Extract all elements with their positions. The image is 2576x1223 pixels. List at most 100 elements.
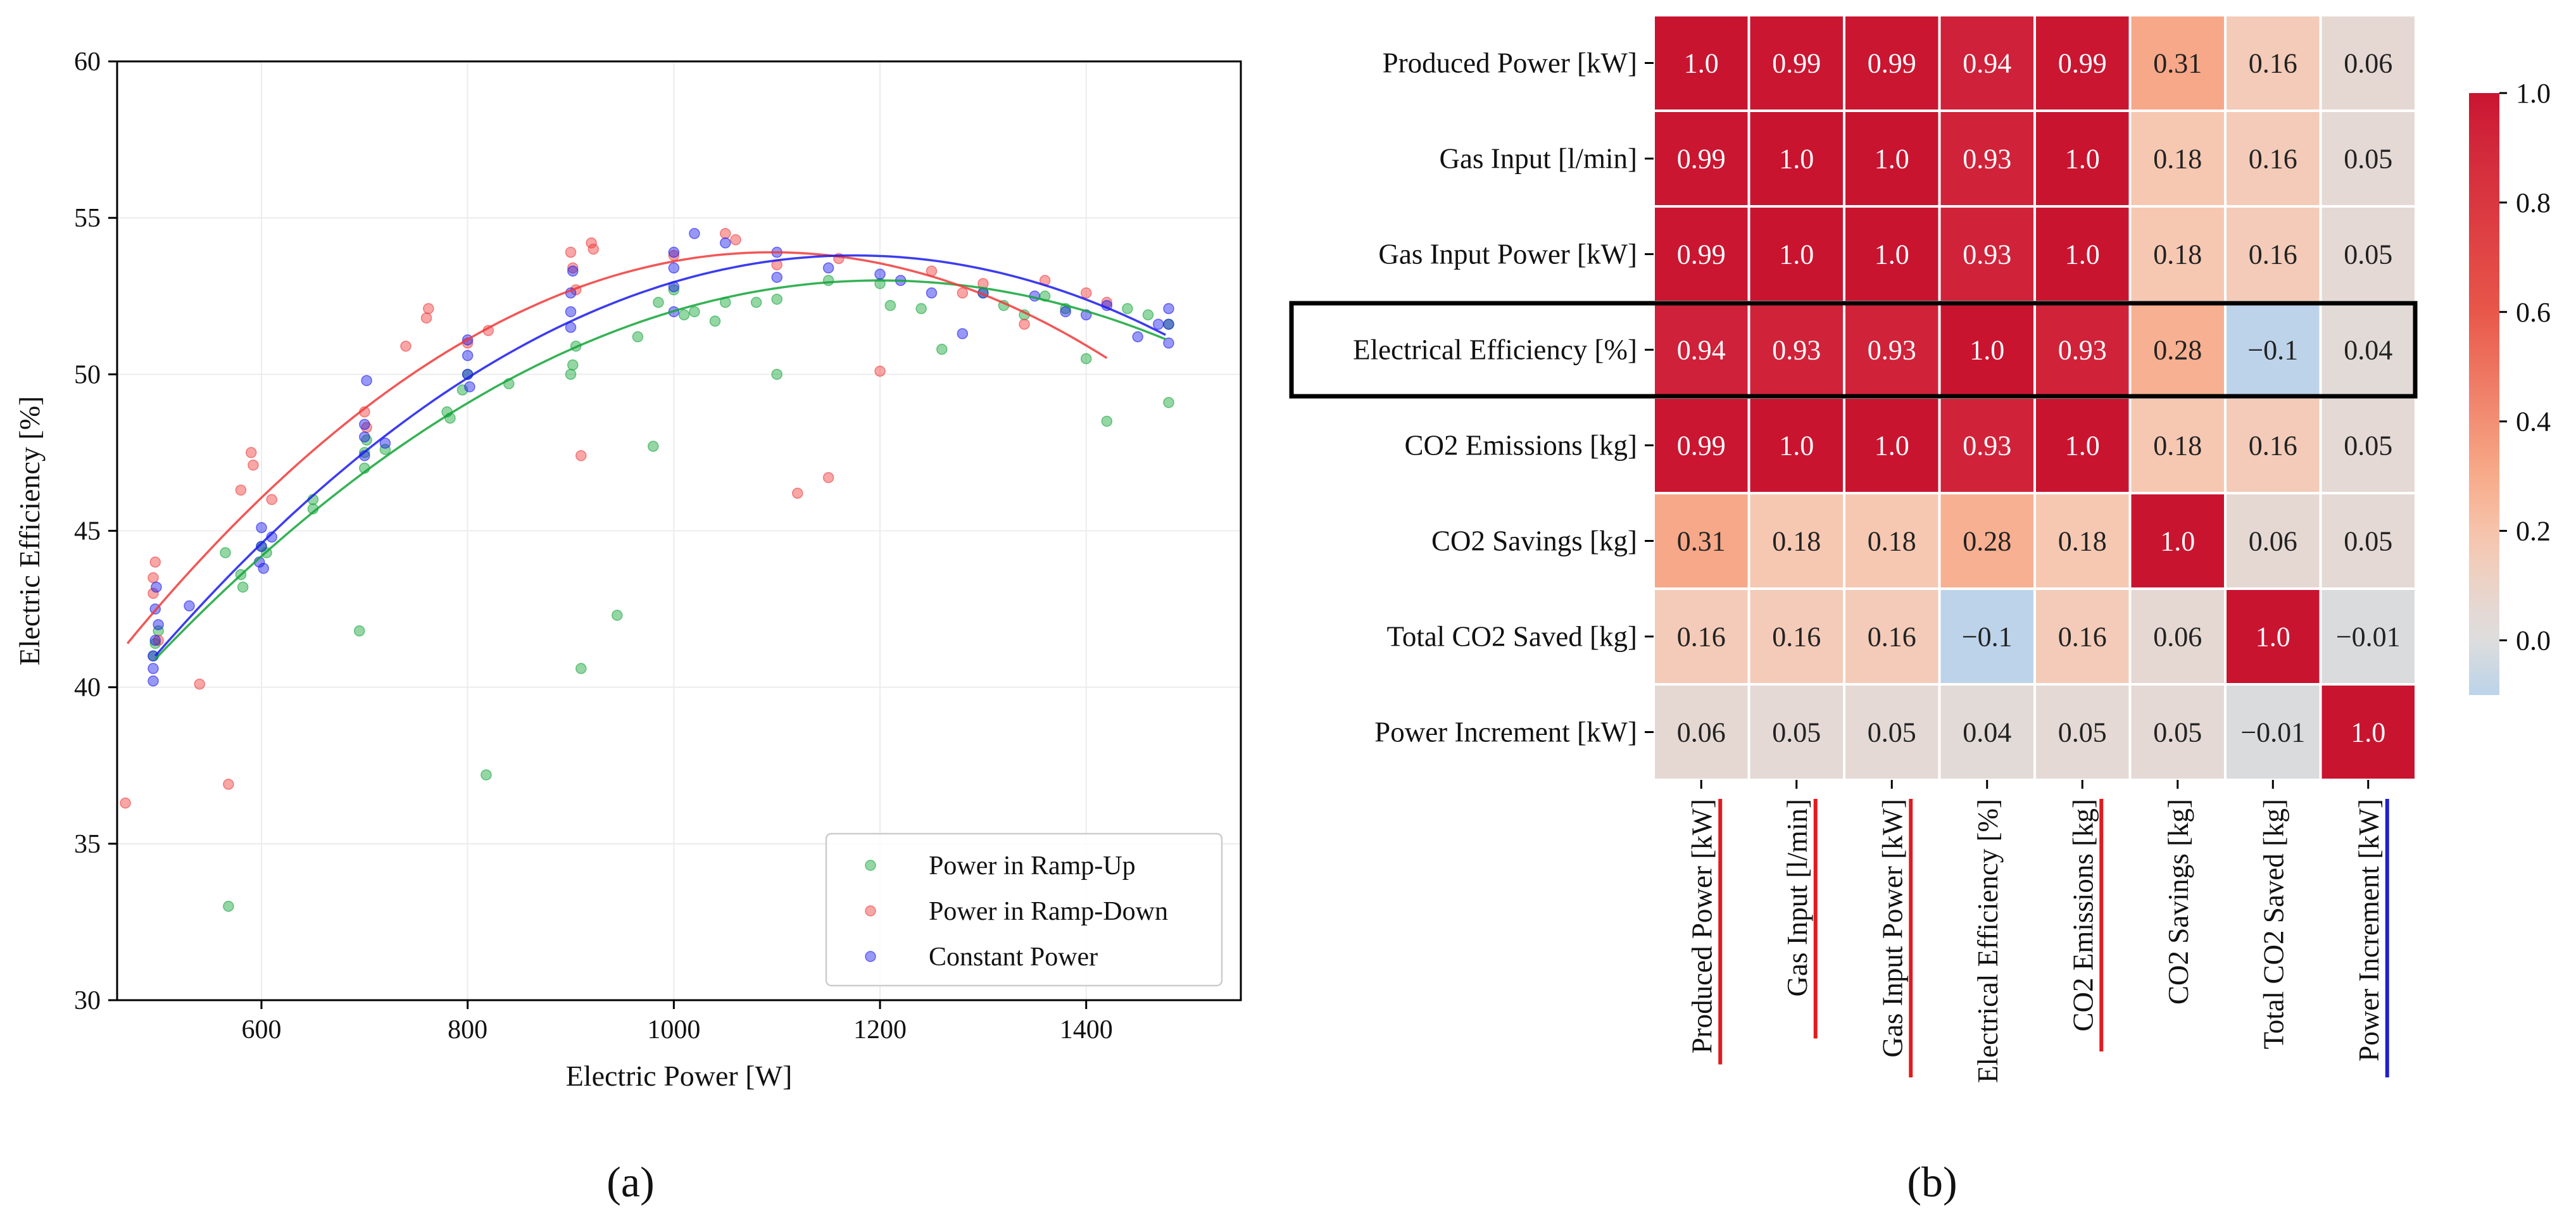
heatmap-cell-value: 0.16 [2249, 48, 2297, 79]
heatmap-cell [1747, 14, 1845, 112]
scatter-point-series-1 [149, 556, 161, 568]
y-tick-label: 50 [74, 360, 101, 389]
scatter-point-series-0 [771, 368, 782, 380]
heatmap-cell-value: −0.1 [1962, 622, 2013, 653]
heatmap-cell-value: 0.05 [1772, 717, 1821, 748]
heatmap-cell-value: 0.28 [1963, 526, 2011, 557]
legend-label: Power in Ramp-Down [929, 897, 1168, 926]
row-label: CO2 Savings [kg] [1431, 525, 1637, 557]
scatter-point-series-0 [884, 299, 896, 311]
scatter-point-series-1 [194, 678, 206, 690]
heatmap-cell-value: 1.0 [2351, 717, 2385, 748]
scatter-point-series-1 [248, 459, 259, 471]
colorbar-tick-label: 0.0 [2516, 625, 2551, 656]
heatmap-cell [1843, 301, 1941, 399]
scatter-point-series-0 [648, 441, 659, 452]
legend-marker [865, 860, 876, 871]
column-label: Produced Power [kW] [1686, 799, 1718, 1053]
heatmap-cell [2033, 492, 2132, 590]
heatmap-cell-value: 1.0 [2160, 526, 2195, 557]
heatmap-cell-value: 0.16 [2249, 144, 2297, 175]
scatter-point-series-2 [822, 262, 834, 274]
column-label: Power Increment [kW] [2353, 799, 2385, 1062]
scatter-point-series-1 [567, 262, 579, 274]
scatter-point-series-2 [720, 237, 731, 249]
scatter-point-series-1 [153, 634, 164, 646]
heatmap-cell-value: 1.0 [1779, 144, 1814, 175]
heatmap-cell [2033, 683, 2132, 781]
scatter-point-series-1 [565, 246, 577, 258]
scatter-point-series-2 [149, 634, 161, 646]
heatmap-cell-value: 0.31 [1677, 526, 1726, 557]
heatmap-cell-value: 0.28 [2153, 335, 2202, 366]
heatmap-cell-value: 0.16 [2249, 430, 2297, 461]
scatter-point-series-0 [149, 637, 161, 649]
heatmap-cell-value: 0.93 [1868, 335, 1916, 366]
scatter-point-series-2 [1163, 303, 1174, 315]
heatmap-cell [2128, 14, 2227, 112]
heatmap-cell-value: 1.0 [2065, 430, 2100, 461]
heatmap-cell-value: 0.06 [2153, 622, 2202, 653]
heatmap-cell [1938, 492, 2036, 590]
scatter-point-series-2 [957, 328, 969, 339]
scatter-point-series-1 [148, 572, 159, 584]
heatmap-cell-value: 1.0 [1970, 335, 2004, 366]
scatter-point-series-0 [1163, 397, 1174, 408]
scatter-point-series-1 [235, 484, 247, 496]
scatter-point-series-2 [359, 418, 370, 430]
scatter-point-series-0 [668, 284, 680, 296]
scatter-point-series-2 [668, 246, 680, 258]
row-label: Total CO2 Saved [kg] [1386, 621, 1637, 653]
scatter-point-series-1 [420, 312, 432, 324]
y-tick-label: 30 [74, 986, 101, 1015]
heatmap-cell-value: 0.05 [2344, 430, 2392, 461]
heatmap-cell-value: 0.05 [2058, 717, 2107, 748]
heatmap-cell-value: 0.93 [1772, 335, 1821, 366]
heatmap-cell [1652, 14, 1750, 112]
heatmap-cell-value: 0.16 [1868, 622, 1916, 653]
scatter-point-series-2 [153, 619, 164, 630]
column-label: Total CO2 Saved [kg] [2258, 799, 2289, 1050]
colorbar-tick-label: 0.6 [2516, 297, 2551, 328]
heatmap-cell-value: 0.06 [2344, 48, 2392, 79]
scatter-point-series-2 [151, 581, 162, 593]
heatmap-cell-value: 0.31 [2153, 48, 2202, 79]
heatmap-cell [2319, 492, 2417, 590]
scatter-point-series-0 [709, 315, 721, 327]
x-tick-label: 800 [448, 1015, 487, 1044]
scatter-point-series-2 [256, 541, 267, 552]
scatter-point-series-2 [567, 265, 579, 277]
row-label: Gas Input Power [kW] [1378, 239, 1637, 270]
heatmap-cell [2033, 14, 2132, 112]
heatmap-cell-value: 0.16 [1772, 622, 1821, 653]
scatter-point-series-2 [464, 381, 475, 392]
scatter-point-series-2 [689, 228, 700, 239]
heatmap-cell-value: 1.0 [2065, 144, 2100, 175]
scatter-point-series-2 [771, 272, 782, 283]
heatmap-cell-value: 0.18 [2153, 239, 2202, 270]
scatter-point-series-0 [612, 610, 623, 621]
scatter-point-series-2 [874, 268, 886, 280]
colorbar-tick-label: 1.0 [2516, 78, 2551, 109]
x-tick-label: 1000 [647, 1015, 700, 1044]
scatter-point-series-0 [379, 444, 391, 455]
x-axis-label: Electric Power [W] [566, 1060, 793, 1092]
heatmap-cell-value: 1.0 [1875, 144, 1909, 175]
heatmap-cell-value: 1.0 [1875, 239, 1909, 270]
legend-box [825, 832, 1223, 987]
colorbar-tick-label: 0.2 [2516, 516, 2551, 547]
heatmap-cell [2319, 683, 2417, 781]
scatter-point-series-0 [567, 359, 579, 371]
scatter-point-series-1 [223, 779, 234, 790]
scatter-point-series-2 [1060, 306, 1071, 318]
scatter-point-series-0 [915, 303, 927, 315]
heatmap-cell [1747, 683, 1845, 781]
legend-label: Constant Power [929, 943, 1098, 972]
legend-marker [865, 905, 876, 917]
scatter-point-series-0 [653, 296, 664, 308]
heatmap-panel: 1.0 0.99 0.99 0.94 0.99 0.31 0.16 0.06 0.99 1.0 1.… [1289, 14, 2551, 1083]
heatmap-cell-value: 0.18 [1868, 526, 1916, 557]
x-tick-label: 1400 [1060, 1015, 1113, 1044]
scatter-point-series-0 [750, 296, 762, 308]
